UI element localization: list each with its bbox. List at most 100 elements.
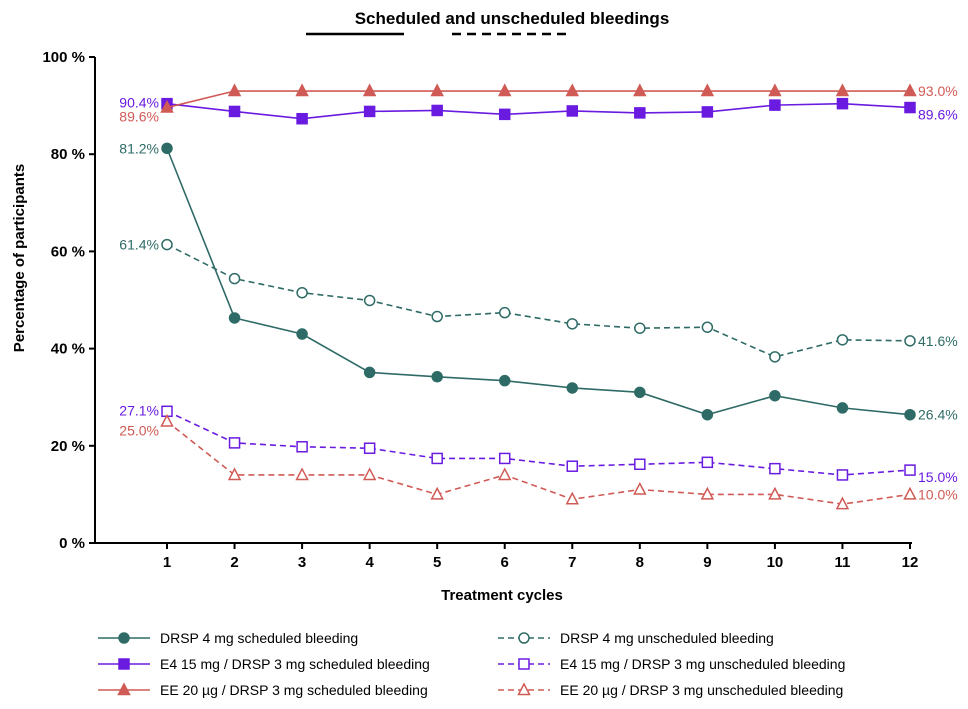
legend-swatch-marker xyxy=(118,632,130,644)
x-tick-label: 3 xyxy=(298,554,306,571)
data-point xyxy=(634,458,646,471)
data-point xyxy=(633,481,647,495)
x-tick-label: 7 xyxy=(568,554,576,571)
legend-swatch-marker xyxy=(118,658,130,670)
data-point xyxy=(634,386,646,399)
series-line xyxy=(166,90,910,109)
data-point xyxy=(836,402,849,414)
y-tick-label: 20 % xyxy=(51,438,85,455)
data-point xyxy=(565,491,580,505)
data-point xyxy=(700,486,715,500)
data-point xyxy=(633,83,647,97)
y-tick-label: 0 % xyxy=(59,535,85,552)
data-point xyxy=(161,238,173,251)
legend-label: EE 20 µg / DRSP 3 mg unscheduled bleedin… xyxy=(560,682,843,698)
data-point xyxy=(363,366,376,379)
series-5 xyxy=(160,413,917,510)
series-layer xyxy=(160,83,917,510)
data-point xyxy=(362,83,377,97)
end-value-label: 89.6% xyxy=(918,107,958,123)
series-1 xyxy=(161,238,916,363)
data-point xyxy=(701,106,714,118)
data-point xyxy=(363,442,376,454)
x-tick-label: 6 xyxy=(501,554,509,571)
legend-item: EE 20 µg / DRSP 3 mg unscheduled bleedin… xyxy=(498,682,843,698)
series-3 xyxy=(161,405,916,481)
legend-swatch-marker xyxy=(117,682,131,696)
legend-item: E4 15 mg / DRSP 3 mg unscheduled bleedin… xyxy=(498,656,845,672)
axes: 0 %20 %40 %60 %80 %100 %1 2 3 4 5 6 7 8 9 10 11 12 xyxy=(42,49,918,571)
data-point xyxy=(431,104,443,117)
data-point xyxy=(498,374,511,387)
x-tick-label: 12 xyxy=(902,554,919,571)
data-point xyxy=(701,321,714,333)
data-point xyxy=(904,408,916,421)
data-point xyxy=(431,452,443,465)
data-point xyxy=(430,83,444,97)
data-point xyxy=(228,105,241,118)
data-point xyxy=(904,464,916,476)
data-point xyxy=(769,462,781,475)
series-0 xyxy=(161,142,916,421)
x-tick-label: 9 xyxy=(703,554,711,571)
x-tick-label: 10 xyxy=(767,554,784,571)
data-point xyxy=(160,413,174,427)
data-point xyxy=(634,107,646,119)
data-point xyxy=(296,286,308,299)
y-tick-label: 80 % xyxy=(51,146,85,163)
data-point xyxy=(836,97,849,110)
data-point xyxy=(566,318,579,330)
data-point xyxy=(836,469,849,481)
data-point xyxy=(498,306,511,319)
legend-item: DRSP 4 mg unscheduled bleeding xyxy=(498,630,774,646)
data-point xyxy=(700,83,715,97)
data-point xyxy=(566,382,579,394)
data-point xyxy=(835,496,850,510)
data-point xyxy=(498,108,511,121)
x-tick-label: 11 xyxy=(835,554,851,571)
data-point xyxy=(498,452,511,465)
y-tick-label: 60 % xyxy=(51,243,85,260)
data-point xyxy=(363,294,376,307)
legend-swatch-marker xyxy=(517,682,531,696)
series-line xyxy=(166,420,911,505)
x-tick-label: 4 xyxy=(365,554,374,571)
series-4 xyxy=(160,83,917,113)
legend-item: EE 20 µg / DRSP 3 mg scheduled bleeding xyxy=(98,682,428,698)
y-tick-label: 40 % xyxy=(51,341,85,358)
start-value-label: 90.4% xyxy=(119,95,159,111)
chart-title: Scheduled and unscheduled bleedings xyxy=(355,9,670,28)
series-line xyxy=(166,102,911,120)
data-point xyxy=(295,83,309,97)
y-axis-label: Percentage of participants xyxy=(11,164,28,352)
legend-item: E4 15 mg / DRSP 3 mg scheduled bleeding xyxy=(98,656,430,672)
value-labels: 81.2%26.4%61.4%41.6%90.4%89.6%27.1%15.0%… xyxy=(119,83,957,502)
legend-label: EE 20 µg / DRSP 3 mg scheduled bleeding xyxy=(160,682,428,698)
data-point xyxy=(431,371,443,383)
legend: DRSP 4 mg scheduled bleeding E4 15 mg / D… xyxy=(98,630,845,698)
data-point xyxy=(904,335,916,347)
data-point xyxy=(768,486,782,500)
data-point xyxy=(228,437,241,449)
data-point xyxy=(769,389,781,402)
end-value-label: 93.0% xyxy=(918,83,958,99)
series-line xyxy=(166,148,911,416)
data-point xyxy=(228,272,241,285)
data-point xyxy=(160,99,174,113)
data-point xyxy=(296,112,308,125)
end-value-label: 26.4% xyxy=(918,407,958,423)
y-tick-label: 100 % xyxy=(42,49,85,66)
legend-swatch-marker xyxy=(518,658,530,670)
start-value-label: 27.1% xyxy=(119,402,159,418)
data-point xyxy=(227,83,242,97)
x-tick-label: 1 xyxy=(163,554,171,571)
series-2 xyxy=(161,97,916,125)
start-value-label: 89.6% xyxy=(119,109,159,125)
series-line xyxy=(166,410,911,476)
legend-label: E4 15 mg / DRSP 3 mg scheduled bleeding xyxy=(160,656,430,672)
data-point xyxy=(363,105,376,118)
data-point xyxy=(836,334,849,346)
data-point xyxy=(769,99,781,111)
series-line xyxy=(166,243,911,358)
